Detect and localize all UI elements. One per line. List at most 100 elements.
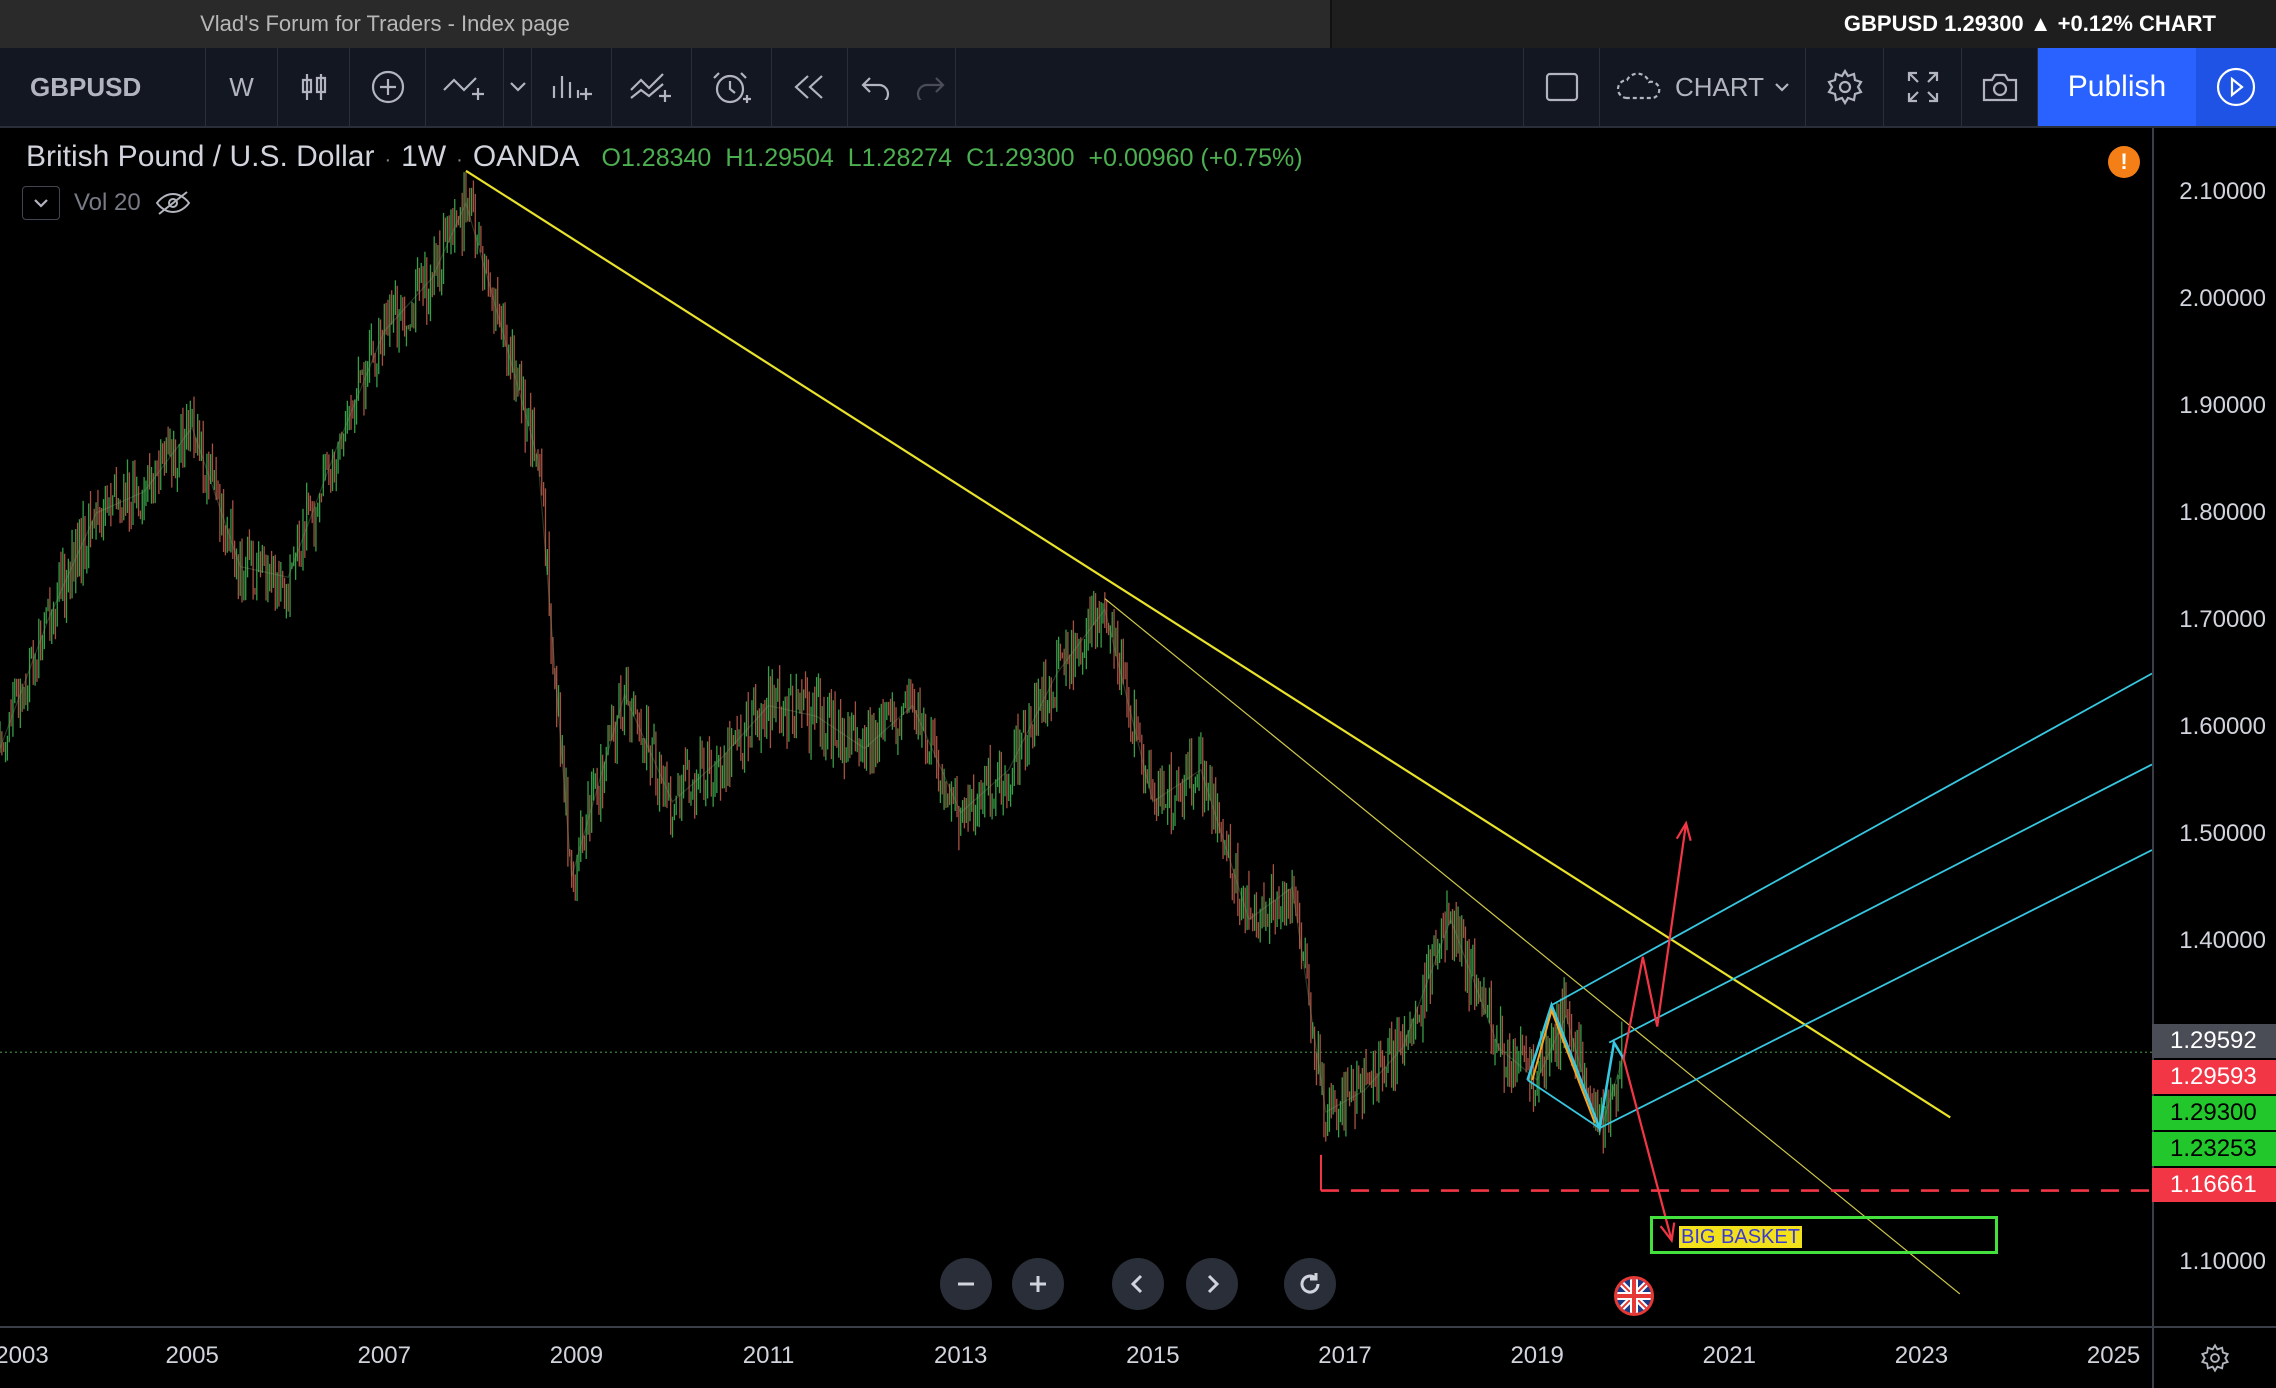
eye-hidden-icon[interactable] bbox=[155, 190, 191, 216]
chart-pane[interactable]: British Pound / U.S. Dollar · 1W · OANDA… bbox=[0, 128, 2276, 1388]
scroll-left-button[interactable] bbox=[1112, 1258, 1164, 1310]
time-tick-label: 2023 bbox=[1894, 1342, 1949, 1369]
price-axis-label: 1.23253 bbox=[2152, 1132, 2276, 1166]
reset-chart-button[interactable] bbox=[1284, 1258, 1336, 1310]
legend-source: OANDA bbox=[472, 140, 580, 173]
gear-icon[interactable] bbox=[1806, 48, 1884, 126]
reset-icon bbox=[1300, 1273, 1320, 1294]
price-tick-label: 1.40000 bbox=[2179, 926, 2266, 954]
fullscreen-icon[interactable] bbox=[1884, 48, 1962, 126]
replay-icon[interactable] bbox=[772, 48, 848, 126]
scroll-right-button[interactable] bbox=[1186, 1258, 1238, 1310]
time-tick-label: 2011 bbox=[742, 1342, 795, 1369]
collapse-legend-button[interactable] bbox=[22, 186, 60, 220]
price-chart[interactable] bbox=[0, 128, 2152, 1326]
chevron-down-icon bbox=[34, 199, 48, 208]
chart-toolbar: GBPUSD W CHART Publ bbox=[0, 48, 2276, 128]
cloud-icon bbox=[1616, 72, 1661, 100]
legend-separator: · bbox=[384, 149, 392, 171]
price-series-line bbox=[0, 201, 1625, 1136]
toolbar-spacer bbox=[956, 48, 1524, 126]
yellow-trendline bbox=[465, 169, 1951, 1119]
legend-ohlc: O1.28340 H1.29504 L1.28274 C1.29300 +0.0… bbox=[602, 144, 1303, 173]
bullish-projection-arrow-head bbox=[1675, 820, 1692, 841]
price-tick-label: 1.50000 bbox=[2179, 819, 2266, 847]
pattern-zigzag bbox=[1526, 1001, 1625, 1133]
candles-icon[interactable] bbox=[278, 48, 350, 126]
redo-icon[interactable] bbox=[904, 48, 956, 126]
layout-icon[interactable] bbox=[1524, 48, 1600, 126]
channel-line bbox=[1599, 849, 2152, 1129]
channel-base-line bbox=[1527, 1079, 1601, 1129]
plus-icon bbox=[1030, 1276, 1046, 1292]
alert-icon[interactable] bbox=[692, 48, 772, 126]
price-axis[interactable]: 2.10000 2.00000 1.90000 1.80000 1.70000 1.600… bbox=[2152, 128, 2276, 1326]
play-icon[interactable] bbox=[2196, 48, 2276, 126]
symbol-search-button[interactable]: GBPUSD bbox=[0, 48, 206, 126]
bearish-projection-arrow-head bbox=[1659, 1222, 1676, 1244]
chevron-down-icon bbox=[1775, 83, 1789, 92]
time-tick-label: 2009 bbox=[549, 1342, 604, 1369]
pattern-zigzag-orange bbox=[1531, 1007, 1596, 1124]
big-basket-zone: BIG BASKET bbox=[1650, 1216, 1998, 1254]
price-tick-label: 1.90000 bbox=[2179, 392, 2266, 420]
volume-legend: Vol 20 bbox=[22, 186, 191, 220]
time-tick-label: 2013 bbox=[934, 1342, 988, 1369]
channel-line bbox=[1608, 763, 2152, 1044]
time-tick-label: 2017 bbox=[1318, 1342, 1372, 1369]
ticker-strip: GBPUSD 1.29300 ▲ +0.12% CHART bbox=[1332, 0, 2276, 48]
thin-yellow-trendline bbox=[1104, 598, 1961, 1295]
chevron-down-icon[interactable] bbox=[504, 48, 532, 126]
legend-high: H1.29504 bbox=[725, 144, 834, 172]
time-tick-label: 2015 bbox=[1126, 1342, 1180, 1369]
bullish-projection-arrow bbox=[1622, 823, 1688, 1059]
browser-tab-bar: Vlad's Forum for Traders - Index page GB… bbox=[0, 0, 2276, 48]
price-tick-label: 1.80000 bbox=[2179, 499, 2266, 527]
price-tick-label: 2.00000 bbox=[2179, 285, 2266, 313]
undo-icon[interactable] bbox=[848, 48, 904, 126]
add-indicator-icon[interactable] bbox=[350, 48, 426, 126]
axis-settings-icon[interactable] bbox=[2152, 1326, 2276, 1388]
interval-button[interactable]: W bbox=[206, 48, 278, 126]
price-axis-label: 1.29593 bbox=[2152, 1060, 2276, 1094]
big-basket-label: BIG BASKET bbox=[1679, 1226, 1802, 1248]
legend-interval: 1W bbox=[401, 140, 447, 173]
templates-icon[interactable] bbox=[612, 48, 692, 126]
time-tick-label: 2003 bbox=[0, 1342, 49, 1369]
publish-button[interactable]: Publish bbox=[2038, 48, 2196, 126]
price-tick-label: 1.70000 bbox=[2179, 606, 2266, 634]
price-axis-label: 1.29592 bbox=[2152, 1024, 2276, 1058]
minus-icon bbox=[958, 1282, 974, 1286]
channel-line bbox=[1551, 672, 2152, 1006]
bar-pattern-icon[interactable] bbox=[532, 48, 612, 126]
zoom-out-button[interactable] bbox=[940, 1258, 992, 1310]
series-legend: British Pound / U.S. Dollar · 1W · OANDA… bbox=[26, 140, 1303, 174]
time-tick-label: 2021 bbox=[1702, 1342, 1756, 1369]
browser-tab-title: Vlad's Forum for Traders - Index page bbox=[200, 11, 570, 36]
chevron-right-icon bbox=[1207, 1274, 1220, 1294]
price-axis-label: 1.16661 bbox=[2152, 1168, 2276, 1202]
drawing-tools-icon[interactable] bbox=[426, 48, 504, 126]
legend-title: British Pound / U.S. Dollar bbox=[26, 140, 375, 173]
legend-close: C1.29300 bbox=[966, 144, 1075, 172]
warning-icon[interactable]: ! bbox=[2108, 146, 2140, 178]
time-axis[interactable]: 2003 2005 2007 2009 2011 2013 2015 2017 2019 2021… bbox=[0, 1326, 2152, 1388]
time-tick-label: 2005 bbox=[165, 1342, 219, 1369]
legend-open: O1.28340 bbox=[601, 144, 712, 172]
camera-icon[interactable] bbox=[1962, 48, 2038, 126]
legend-change: +0.00960 (+0.75%) bbox=[1088, 144, 1303, 172]
price-tick-label: 1.60000 bbox=[2179, 713, 2266, 740]
chevron-left-icon bbox=[1130, 1274, 1143, 1294]
uk-event-icon[interactable] bbox=[1614, 1276, 1654, 1316]
legend-low: L1.28274 bbox=[847, 144, 953, 172]
price-tick-label: 1.10000 bbox=[2179, 1247, 2266, 1275]
chart-type-label: CHART bbox=[1674, 71, 1765, 102]
browser-tab[interactable]: Vlad's Forum for Traders - Index page bbox=[0, 0, 1332, 48]
chart-type-button[interactable]: CHART bbox=[1600, 48, 1806, 126]
volume-label: Vol 20 bbox=[74, 189, 141, 216]
zoom-in-button[interactable] bbox=[1012, 1258, 1064, 1310]
time-tick-label: 2007 bbox=[357, 1342, 411, 1369]
time-tick-label: 2025 bbox=[2086, 1342, 2141, 1369]
legend-separator: · bbox=[456, 149, 463, 171]
time-tick-label: 2019 bbox=[1510, 1342, 1564, 1369]
